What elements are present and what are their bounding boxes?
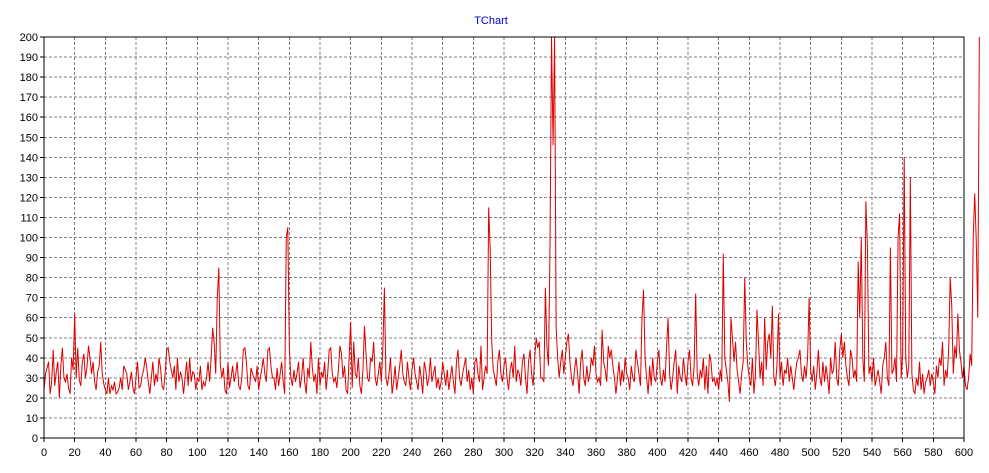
x-tick-label: 220 — [372, 447, 390, 459]
y-tick-label: 0 — [32, 433, 38, 445]
x-tick-label: 280 — [464, 447, 482, 459]
axes: 0 20 40 60 80 100 120 140 160 180 200 220 240 260 280 3… — [20, 32, 974, 459]
x-tick-label: 480 — [771, 447, 789, 459]
chart-title: TChart — [474, 15, 508, 27]
x-tick-label: 380 — [617, 447, 635, 459]
y-tick-label: 90 — [26, 253, 38, 265]
y-tick-label: 40 — [26, 353, 38, 365]
x-tick-label: 160 — [280, 447, 298, 459]
y-tick-label: 160 — [20, 112, 38, 124]
x-tick-label: 80 — [161, 447, 173, 459]
y-tick-label: 10 — [26, 413, 38, 425]
y-tick-label: 20 — [26, 393, 38, 405]
x-tick-label: 540 — [863, 447, 881, 459]
y-tick-label: 110 — [20, 212, 38, 224]
x-tick-label: 440 — [709, 447, 727, 459]
x-tick-label: 60 — [130, 447, 142, 459]
x-tick-label: 180 — [311, 447, 329, 459]
y-tick-label: 140 — [20, 152, 38, 164]
x-tick-label: 460 — [740, 447, 758, 459]
x-tick-label: 600 — [955, 447, 973, 459]
x-tick-label: 580 — [924, 447, 942, 459]
x-tick-label: 200 — [341, 447, 359, 459]
y-tick-label: 180 — [20, 72, 38, 84]
x-tick-label: 100 — [188, 447, 206, 459]
plot-area — [43, 36, 980, 402]
x-tick-label: 500 — [801, 447, 819, 459]
x-tick-label: 300 — [495, 447, 513, 459]
x-tick-label: 320 — [525, 447, 543, 459]
y-tick-label: 50 — [26, 333, 38, 345]
x-tick-label: 520 — [832, 447, 850, 459]
y-tick-label: 150 — [20, 132, 38, 144]
x-tick-label: 420 — [679, 447, 697, 459]
x-tick-label: 360 — [587, 447, 605, 459]
y-tick-label: 100 — [20, 233, 38, 245]
y-tick-label: 30 — [26, 373, 38, 385]
x-tick-label: 0 — [41, 447, 47, 459]
x-tick-label: 560 — [893, 447, 911, 459]
x-tick-label: 40 — [99, 447, 111, 459]
y-tick-label: 130 — [20, 172, 38, 184]
series-line — [43, 36, 980, 402]
x-tick-label: 240 — [403, 447, 421, 459]
x-tick-label: 260 — [433, 447, 451, 459]
x-tick-label: 120 — [219, 447, 237, 459]
x-tick-label: 140 — [249, 447, 267, 459]
x-tick-label: 20 — [69, 447, 81, 459]
y-tick-label: 60 — [26, 313, 38, 325]
y-tick-label: 120 — [20, 192, 38, 204]
x-tick-label: 340 — [556, 447, 574, 459]
y-tick-label: 70 — [26, 293, 38, 305]
y-tick-label: 170 — [20, 92, 38, 104]
y-tick-label: 190 — [20, 52, 38, 64]
x-tick-label: 400 — [648, 447, 666, 459]
y-tick-label: 200 — [20, 32, 38, 44]
y-tick-label: 80 — [26, 273, 38, 285]
